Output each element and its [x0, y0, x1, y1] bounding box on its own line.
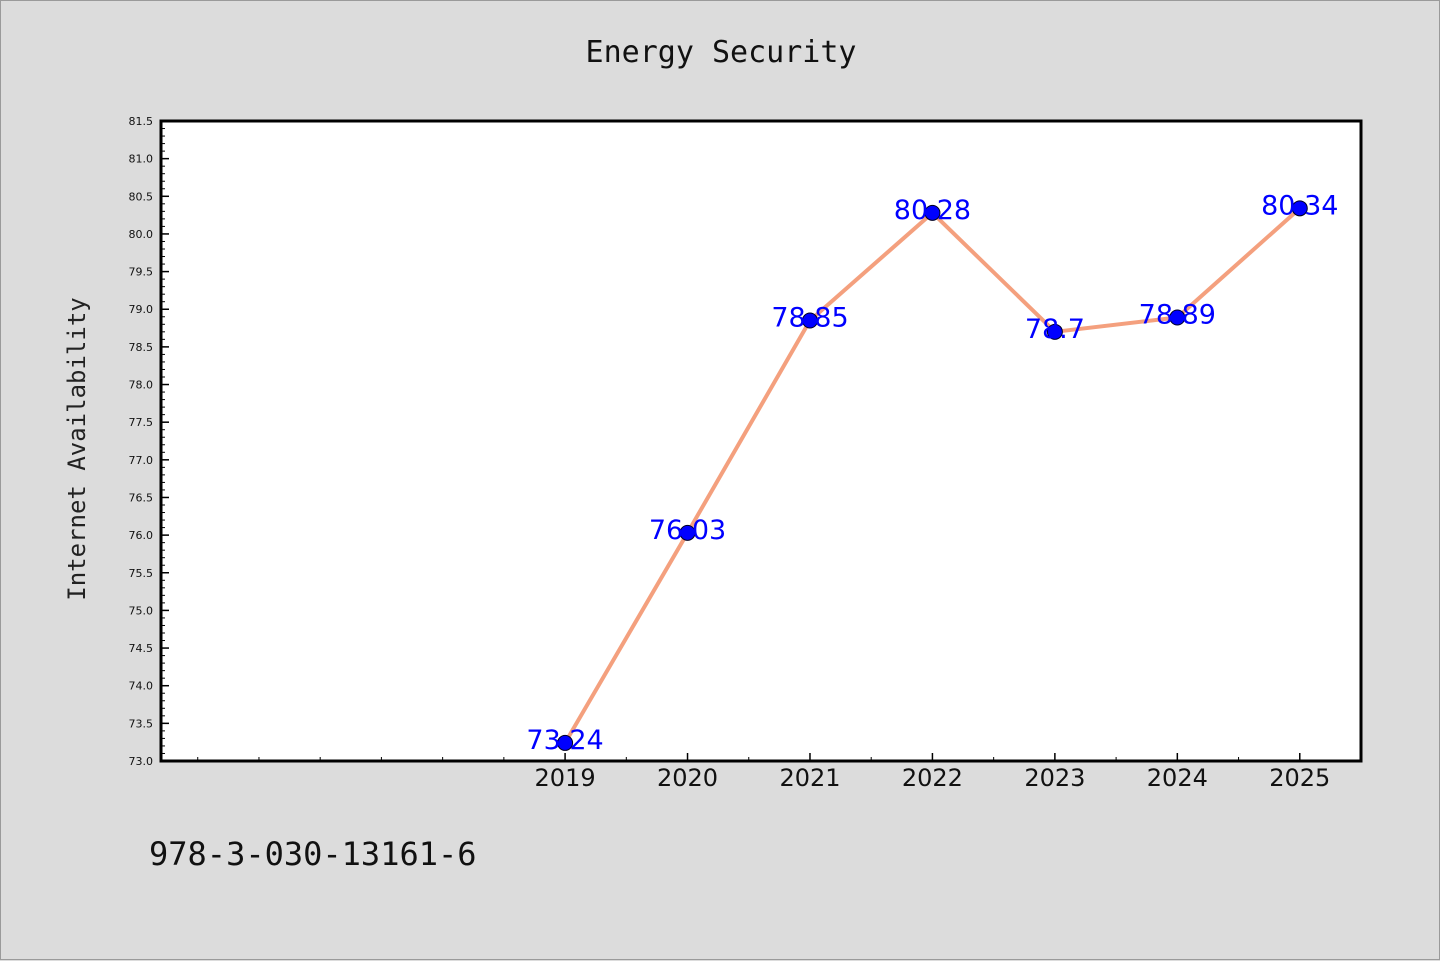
y-tick-label: 78.0: [129, 379, 154, 392]
isbn-footer: 978-3-030-13161-6: [149, 835, 477, 873]
data-label: 78.89: [1139, 300, 1216, 331]
y-tick-label: 73.5: [129, 717, 154, 730]
data-label: 78.85: [771, 303, 848, 334]
x-tick-label: 2020: [657, 764, 718, 792]
x-tick-label: 2024: [1147, 764, 1208, 792]
y-tick-label: 81.0: [129, 153, 154, 166]
x-tick-label: 2025: [1269, 764, 1330, 792]
data-label: 76.03: [649, 515, 726, 546]
data-label: 80.34: [1261, 190, 1338, 221]
y-tick-label: 77.5: [129, 416, 154, 429]
y-tick-label: 74.0: [129, 680, 154, 693]
y-tick-label: 79.0: [129, 303, 154, 316]
y-tick-label: 74.5: [129, 642, 154, 655]
data-label: 80.28: [894, 195, 971, 226]
data-point: [557, 734, 574, 751]
data-point: [924, 204, 941, 221]
x-tick-label: 2022: [902, 764, 963, 792]
series-line-group: 73.24 76.03 78.85 80.28 78.7 78.89 80.34: [526, 190, 1338, 756]
data-point: [801, 312, 818, 329]
data-point: [679, 524, 696, 541]
plot-area: [159, 119, 1363, 763]
y-tick-label: 80.5: [129, 190, 154, 203]
data-label: 78.7: [1025, 314, 1085, 345]
y-tick-label: 78.5: [129, 341, 154, 354]
data-point: [1291, 200, 1308, 217]
x-tick-label: 2023: [1024, 764, 1085, 792]
data-label: 73.24: [526, 725, 603, 756]
y-tick-label: 76.0: [129, 529, 154, 542]
data-point: [1046, 323, 1063, 340]
y-tick-label: 81.5: [129, 115, 154, 128]
axis-ticks: 73.0 73.5 74.0 74.5 75.0 75.5 76.0 76.5 77.0 77.5…: [129, 115, 1362, 792]
x-tick-label: 2021: [779, 764, 840, 792]
y-tick-label: 77.0: [129, 454, 154, 467]
chart-title: Energy Security: [585, 35, 857, 70]
y-tick-label: 75.0: [129, 604, 154, 617]
y-tick-label: 75.5: [129, 567, 154, 580]
y-tick-label: 80.0: [129, 228, 154, 241]
y-tick-label: 73.0: [129, 755, 154, 768]
y-tick-label: 76.5: [129, 491, 154, 504]
y-tick-label: 79.5: [129, 266, 154, 279]
data-point: [1169, 309, 1186, 326]
x-tick-label: 2019: [535, 764, 596, 792]
